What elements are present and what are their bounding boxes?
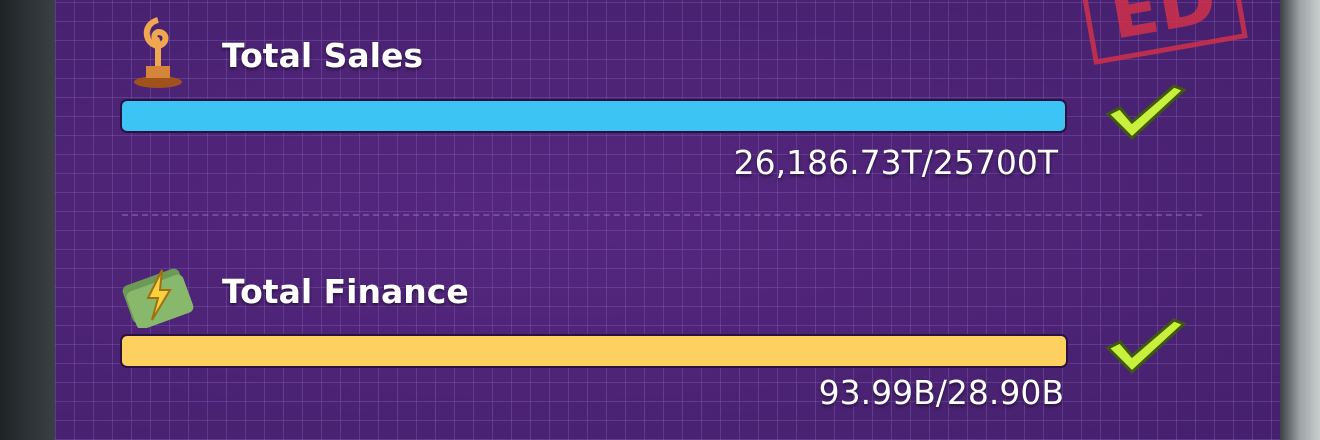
check-icon: [1105, 84, 1187, 141]
money-icon: [122, 268, 194, 328]
goal-progress: 26,186.73T/25700T: [733, 143, 1058, 182]
progress-bar: [122, 101, 1065, 131]
check-icon: [1105, 318, 1187, 375]
goal-progress: 93.99B/28.90B: [818, 373, 1064, 412]
goal-label: Total Sales: [222, 36, 424, 75]
progress-bar: [122, 336, 1066, 366]
separator: [122, 214, 1202, 216]
goal-label: Total Finance: [222, 272, 469, 311]
trophy-icon: [134, 17, 182, 88]
panel: [55, 0, 1280, 440]
